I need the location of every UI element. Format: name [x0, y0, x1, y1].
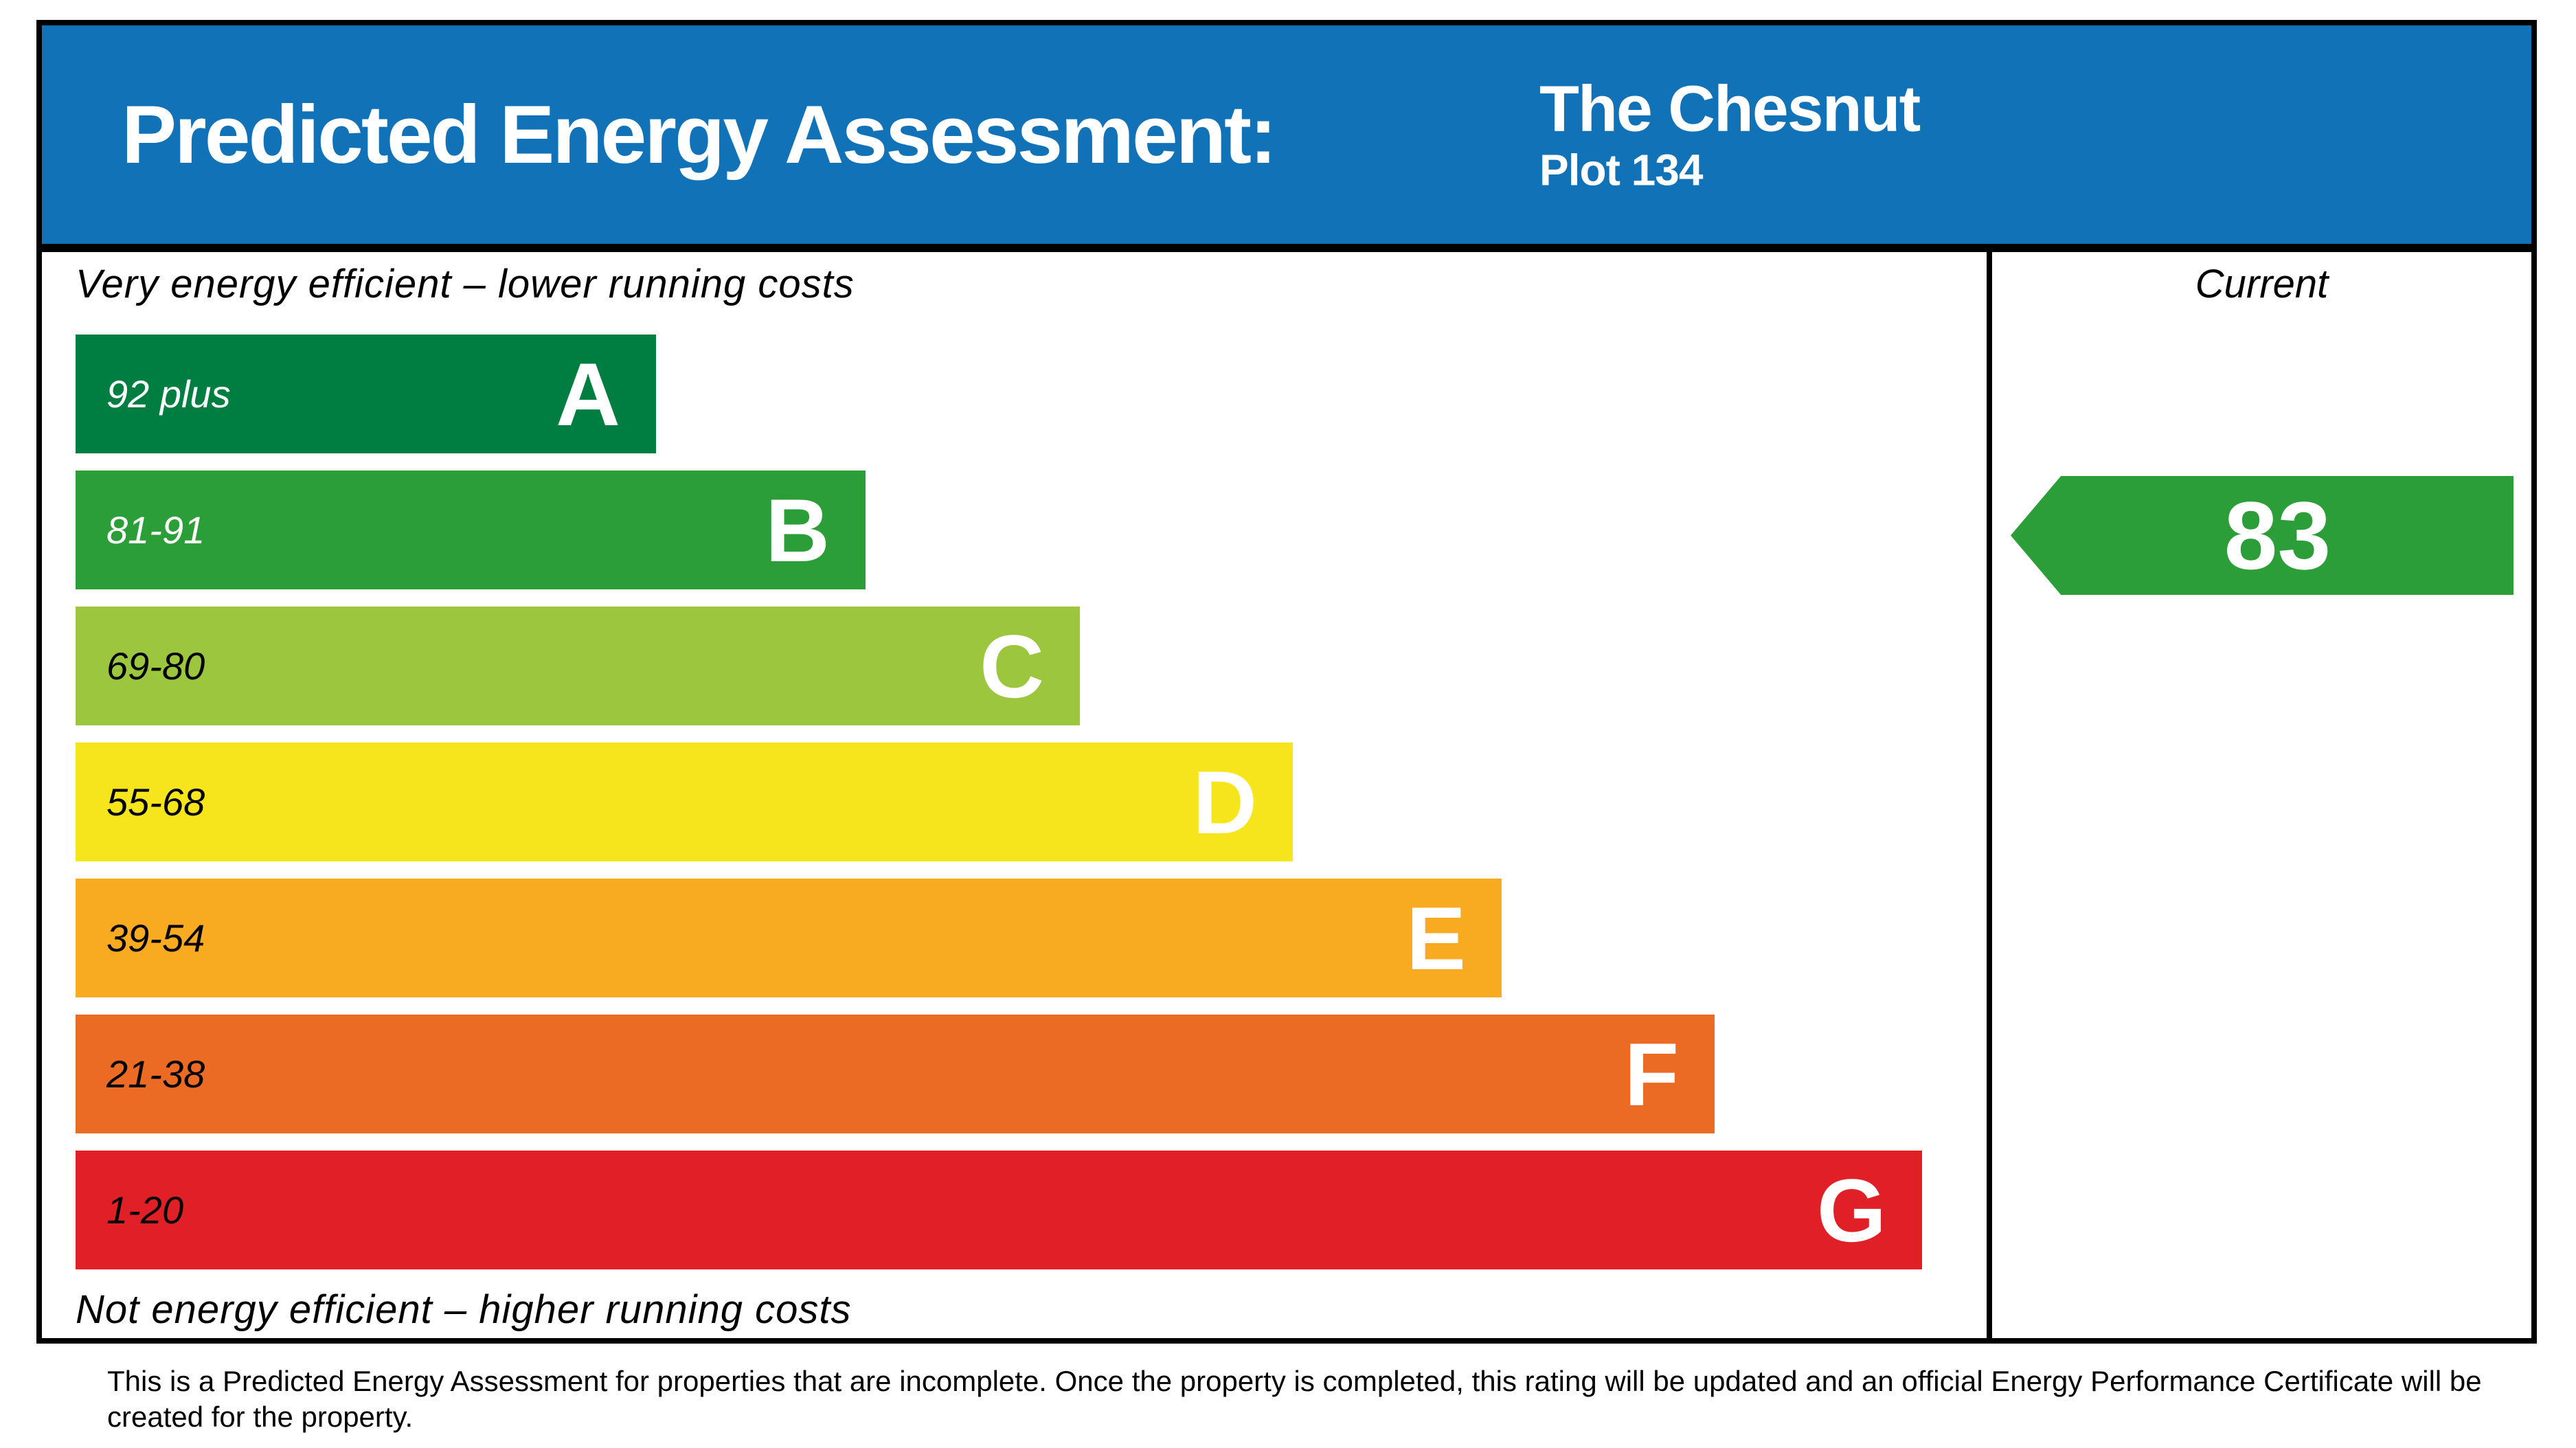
- band-range-label: 69-80: [106, 644, 205, 688]
- current-rating-arrow: 83: [2011, 476, 2513, 595]
- band-letter: G: [1816, 1159, 1886, 1260]
- band-letter: B: [765, 479, 830, 580]
- footer-note: This is a Predicted Energy Assessment fo…: [107, 1365, 2482, 1434]
- property-name: The Chesnut: [1539, 72, 1921, 146]
- band-row-e: 39-54 E: [76, 879, 1502, 997]
- band-range-label: 1-20: [106, 1188, 184, 1232]
- band-letter: D: [1193, 751, 1257, 852]
- band-range-label: 55-68: [106, 780, 205, 824]
- page-title: Predicted Energy Assessment:: [122, 89, 1277, 181]
- energy-assessment-card: Predicted Energy Assessment: The Chesnut…: [36, 20, 2537, 1344]
- band-row-f: 21-38 F: [76, 1015, 1715, 1133]
- bands: 92 plus A 81-91 B 69-80 C 55-68 D 39-54 E 21-38 F 1-…: [76, 335, 1987, 1269]
- band-range-label: 81-91: [106, 508, 205, 552]
- header: Predicted Energy Assessment: The Chesnut…: [42, 25, 2531, 252]
- band-row-b: 81-91 B: [76, 471, 866, 589]
- band-letter: C: [980, 615, 1044, 716]
- band-letter: F: [1624, 1023, 1679, 1124]
- band-row-c: 69-80 C: [76, 607, 1080, 725]
- top-efficiency-label: Very energy efficient – lower running co…: [76, 261, 855, 306]
- current-column-header: Current: [2195, 261, 2329, 306]
- band-range-label: 39-54: [106, 916, 205, 960]
- band-letter: E: [1406, 887, 1466, 988]
- property-plot: Plot 134: [1539, 145, 1703, 195]
- band-letter: A: [556, 343, 620, 444]
- band-range-label: 92 plus: [106, 372, 231, 416]
- band-range-label: 21-38: [106, 1052, 205, 1096]
- current-rating-value: 83: [2224, 481, 2331, 589]
- chart-area: Very energy efficient – lower running co…: [42, 252, 2531, 1338]
- band-row-d: 55-68 D: [76, 743, 1293, 861]
- band-row-a: 92 plus A: [76, 335, 656, 453]
- bottom-efficiency-label: Not energy efficient – higher running co…: [76, 1287, 852, 1332]
- current-rating-panel: Current 83: [1992, 252, 2531, 1338]
- rating-scale-panel: Very energy efficient – lower running co…: [42, 252, 1992, 1338]
- band-row-g: 1-20 G: [76, 1151, 1922, 1269]
- property-block: The Chesnut Plot 134: [1539, 72, 1921, 196]
